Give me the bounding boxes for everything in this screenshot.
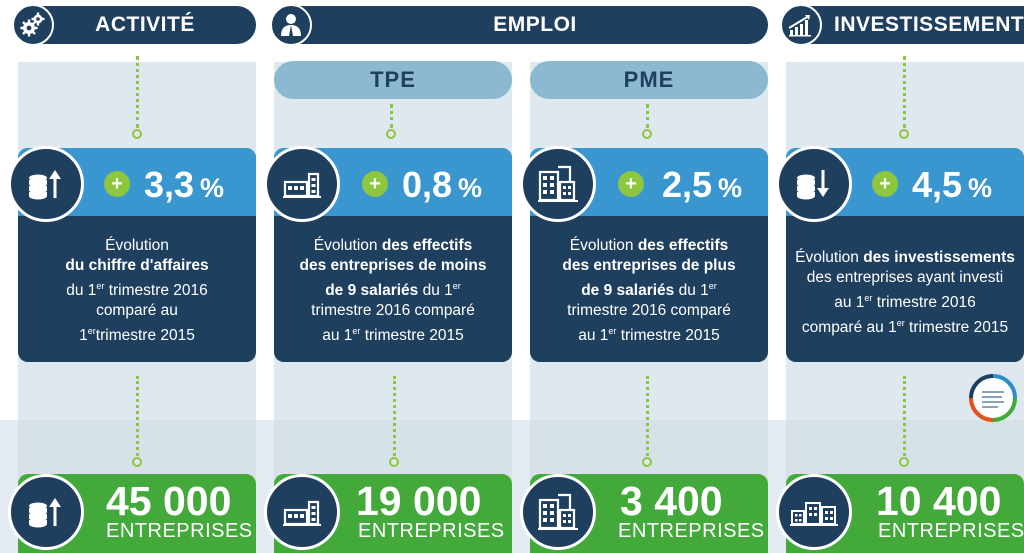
partner-logo: [968, 373, 1018, 423]
connector-node: [642, 457, 652, 467]
count-number: 19 000: [356, 478, 482, 524]
header-emploi-label: EMPLOI: [493, 13, 577, 36]
coins-down-icon: [776, 146, 852, 222]
card-description: Évolution des effectifs des entreprises …: [562, 237, 736, 345]
buildings-icon: [520, 474, 596, 550]
factory-icon: [264, 474, 340, 550]
connector-activite-top: [136, 56, 139, 128]
header-emploi: EMPLOI: [270, 4, 768, 46]
connector-node: [132, 457, 142, 467]
connector-tpe-bottom: [393, 376, 396, 456]
connector-tpe-top: [390, 104, 393, 128]
people-icon: [270, 4, 312, 46]
count-number: 45 000: [106, 478, 232, 524]
plus-badge: +: [872, 171, 898, 197]
count-label: ENTREPRISES: [358, 520, 505, 542]
coins-up-icon: [8, 146, 84, 222]
connector-node: [389, 457, 399, 467]
connector-activite-bottom: [136, 376, 139, 456]
card-value: 3,3%: [144, 164, 225, 205]
plus-badge: +: [104, 171, 130, 197]
subheader-tpe: TPE: [274, 61, 512, 99]
subheader-pme: PME: [530, 61, 768, 99]
connector-investissement-top: [903, 56, 906, 128]
header-activite: ACTIVITÉ: [12, 4, 256, 46]
connector-node: [899, 457, 909, 467]
factory-icon: [264, 146, 340, 222]
card-description: Évolution des effectifs des entreprises …: [299, 237, 487, 345]
card-value: 2,5%: [662, 164, 743, 205]
plus-badge: +: [362, 171, 388, 197]
connector-pme-bottom: [646, 376, 649, 456]
bar-chart-icon: [780, 4, 822, 46]
connector-pme-top: [646, 104, 649, 128]
connector-node: [386, 129, 396, 139]
city-icon: [776, 474, 852, 550]
plus-badge: +: [618, 171, 644, 197]
card-description: Évolution des investissements des entrep…: [795, 249, 1015, 337]
count-label: ENTREPRISES: [106, 520, 253, 542]
header-investissement: INVESTISSEMENT: [780, 4, 1024, 46]
connector-node: [642, 129, 652, 139]
card-value: 4,5%: [912, 164, 993, 205]
connector-investissement-bottom: [903, 376, 906, 456]
header-activite-label: ACTIVITÉ: [95, 13, 195, 36]
connector-node: [132, 129, 142, 139]
count-number: 3 400: [620, 478, 723, 524]
header-investissement-label: INVESTISSEMENT: [834, 13, 1024, 36]
card-value: 0,8%: [402, 164, 483, 205]
buildings-icon: [520, 146, 596, 222]
connector-node: [899, 129, 909, 139]
count-label: ENTREPRISES: [618, 520, 765, 542]
gears-icon: [12, 4, 54, 46]
coins-up-icon: [8, 474, 84, 550]
count-label: ENTREPRISES: [878, 520, 1024, 542]
count-number: 10 400: [876, 478, 1002, 524]
card-description: Évolution du chiffre d'affaires du 1er t…: [65, 237, 209, 345]
